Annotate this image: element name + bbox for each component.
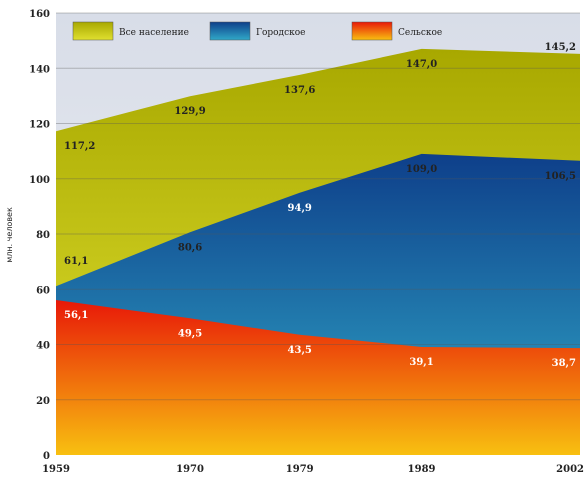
y-tick-label: 0: [43, 451, 50, 462]
y-axis-label: млн. человек: [5, 207, 14, 263]
y-tick-label: 40: [36, 341, 50, 352]
data-label-rural: 49,5: [178, 328, 202, 339]
data-label-total: 117,2: [64, 141, 95, 152]
y-tick-label: 60: [36, 285, 50, 296]
data-label-urban: 106,5: [545, 171, 576, 182]
legend-swatch: [209, 21, 251, 41]
data-label-rural: 56,1: [64, 310, 88, 321]
y-tick-label: 120: [29, 120, 50, 131]
y-tick-label: 80: [36, 230, 50, 241]
x-tick-label: 1979: [286, 464, 314, 475]
y-tick-label: 140: [29, 64, 50, 75]
legend: Все население Городское Сельское: [72, 21, 442, 41]
x-tick-label: 1959: [42, 464, 70, 475]
x-tick-label: 1989: [408, 464, 436, 475]
x-tick-layer: 1959 1970 1979 1989 2002: [42, 464, 584, 475]
x-tick-label: 1970: [176, 464, 204, 475]
data-label-rural: 39,1: [409, 357, 433, 368]
data-label-urban: 61,1: [64, 256, 88, 267]
legend-swatch: [351, 21, 393, 41]
data-label-urban: 80,6: [178, 242, 202, 253]
data-label-urban: 109,0: [406, 164, 437, 175]
y-tick-label: 20: [36, 396, 50, 407]
legend-label: Сельское: [398, 28, 442, 38]
legend-label: Все население: [119, 28, 189, 38]
y-tick-layer: 0 20 40 60 80 100 120 140 160: [29, 9, 50, 462]
data-label-urban: 94,9: [288, 203, 312, 214]
areas-layer: [56, 48, 580, 456]
legend-swatch: [72, 21, 114, 41]
data-label-rural: 38,7: [552, 358, 576, 369]
data-label-total: 145,2: [545, 42, 576, 53]
data-label-layer: 117,2 129,9 137,6 147,0 145,2 61,1 80,6 94,9 109…: [64, 42, 576, 369]
x-tick-label: 2002: [556, 464, 584, 475]
data-label-total: 129,9: [174, 106, 205, 117]
data-label-total: 147,0: [406, 59, 437, 70]
y-tick-label: 100: [29, 175, 50, 186]
grid-layer: [56, 12, 580, 401]
y-tick-label: 160: [29, 9, 50, 20]
data-label-rural: 43,5: [288, 345, 312, 356]
area-rural-population: [56, 300, 580, 455]
data-label-total: 137,6: [284, 85, 315, 96]
legend-label: Городское: [256, 28, 306, 38]
